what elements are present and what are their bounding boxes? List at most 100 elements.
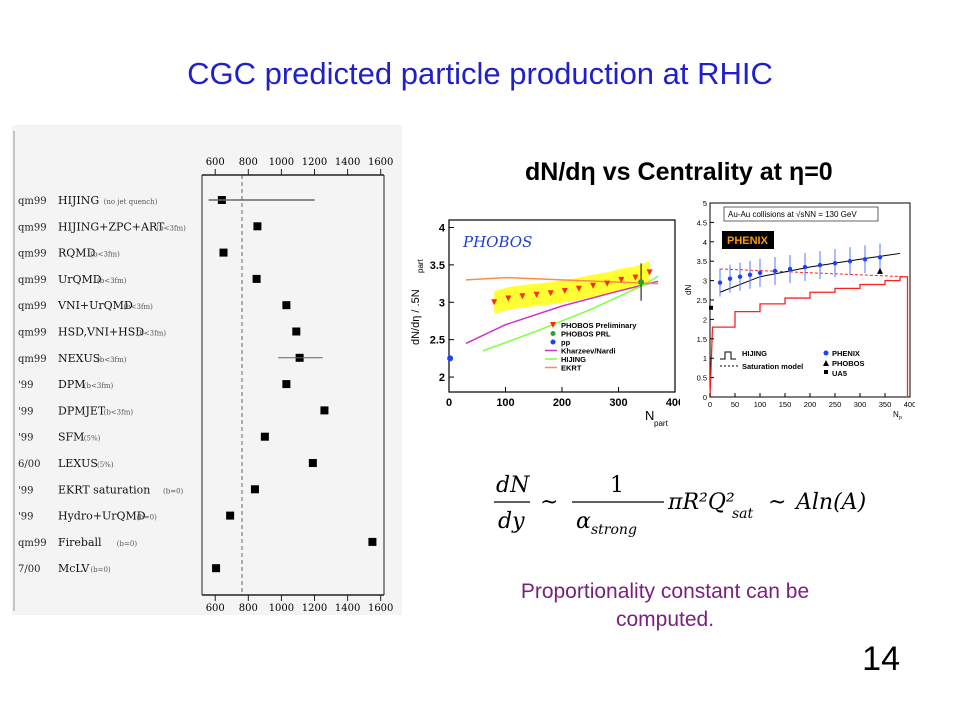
phobos-y-label-sub: part <box>416 258 425 273</box>
phenix-point <box>737 274 743 279</box>
row-model: McLV <box>58 562 90 575</box>
legend-label: UA5 <box>832 369 847 378</box>
y-tick-label: 1.5 <box>697 335 707 344</box>
y-tick-label: 2.5 <box>430 335 445 347</box>
legend-label: Kharzeev/Nardi <box>561 347 616 356</box>
ua5-point <box>709 305 713 310</box>
legend-label: EKRT <box>561 364 582 373</box>
phobos-preliminary-point <box>632 274 639 281</box>
phenix-point <box>817 262 823 268</box>
row-tag: qm99 <box>18 249 47 260</box>
x-tick-label: 300 <box>854 400 867 409</box>
row-note: (b<3fm) <box>90 251 120 259</box>
row-model: Hydro+UrQMD <box>58 510 146 523</box>
y-tick-label: 2 <box>703 315 707 324</box>
phenix-x-label: N <box>893 410 899 419</box>
formula-dn: dN <box>496 473 530 498</box>
row-note: (b<3fm) <box>137 330 167 338</box>
row-note: (b<3fm) <box>97 277 127 285</box>
row-note: (b<3fm) <box>97 356 127 364</box>
x-tick-label: 50 <box>731 400 739 409</box>
formula-sim-2: ~ <box>768 490 786 515</box>
bottom-tick-label: 600 <box>206 603 225 614</box>
legend-marker <box>550 339 556 345</box>
row-model: Fireball <box>58 536 102 549</box>
y-tick-label: 3.5 <box>697 257 707 266</box>
prediction-marker <box>212 564 221 573</box>
legend-marker <box>550 322 556 328</box>
top-tick-label: 1200 <box>302 157 327 168</box>
phenix-x-label-sub: p <box>899 415 902 420</box>
x-tick-label: 400 <box>904 400 915 409</box>
phenix-point <box>727 276 733 281</box>
row-tag: qm99 <box>18 328 47 339</box>
y-tick-label: 3 <box>439 297 445 309</box>
prediction-marker <box>226 511 235 520</box>
phenix-point <box>802 264 808 270</box>
phenix-point <box>862 257 868 262</box>
legend-label: HIJING <box>742 349 767 358</box>
formula-alpha: α <box>576 509 591 534</box>
formula-sim-1: ~ <box>540 490 558 515</box>
x-tick-label: 0 <box>708 400 712 409</box>
centrality-header: dN/dη vs Centrality at η=0 <box>525 158 833 186</box>
row-model: VNI+UrQMD <box>57 299 133 312</box>
row-model: SFM <box>58 431 84 444</box>
pp-point <box>447 355 454 362</box>
row-tag: qm99 <box>18 222 47 233</box>
y-tick-label: 3 <box>703 277 707 286</box>
y-tick-label: 4 <box>439 222 446 234</box>
row-note: (no jet quench) <box>104 198 158 206</box>
legend-marker <box>824 370 828 374</box>
legend-marker <box>550 331 556 336</box>
x-tick-label: 0 <box>446 397 452 409</box>
x-tick-label: 150 <box>779 400 792 409</box>
row-tag: 6/00 <box>18 459 40 470</box>
formula-one: 1 <box>610 473 624 498</box>
phenix-annotation: Au-Au collisions at √sNN = 130 GeV <box>728 210 857 219</box>
top-tick-label: 1000 <box>269 157 294 168</box>
top-tick-label: 600 <box>206 157 225 168</box>
row-tag: '99 <box>18 406 33 417</box>
phenix-point <box>717 280 723 285</box>
x-tick-label: 350 <box>879 400 892 409</box>
prediction-marker <box>320 406 329 415</box>
saturation-curve <box>719 252 901 293</box>
phobos-preliminary-point <box>575 285 582 292</box>
phenix-point <box>787 266 793 272</box>
y-tick-label: 0 <box>703 393 707 402</box>
x-tick-label: 100 <box>754 400 767 409</box>
saturation-formula: dN dy ~ 1 α strong πR²Q² sat ~ Aln(A) <box>494 473 866 538</box>
legend-label: PHOBOS <box>832 359 865 368</box>
legend-label: pp <box>561 338 571 347</box>
x-tick-label: 200 <box>804 400 817 409</box>
phenix-plot: 0 50 100 150 200 250 300 350 400 0 0.5 1 1.5 2 2.5 3 3.5… <box>680 195 915 420</box>
row-note: (b=0) <box>137 514 158 522</box>
prediction-marker <box>282 301 291 310</box>
phenix-point <box>877 255 883 260</box>
centrality-title: dN/dη vs Centrality at η=0 <box>525 158 833 186</box>
formula-dy: dy <box>498 509 525 534</box>
phobos-x-label-sub: part <box>654 419 669 428</box>
formula-alpha-sub: strong <box>591 522 637 538</box>
phobos-preliminary-point <box>646 269 653 276</box>
hijing-dashed <box>719 268 906 278</box>
row-model: UrQMD <box>58 273 102 286</box>
systematic-band <box>494 261 650 314</box>
formula-pi-r-q: πR²Q² <box>667 490 735 515</box>
phobos-preliminary-point <box>533 291 540 298</box>
row-note: (b<3fm) <box>156 224 186 232</box>
phobos-plot: 0 100 200 300 400 2 2.5 3 3.5 4 PHOBOS PHOBOS Pre… <box>405 195 680 435</box>
row-tag: qm99 <box>18 196 47 207</box>
legend-label: PHOBOS Preliminary <box>561 321 637 330</box>
x-tick-label: 250 <box>829 400 842 409</box>
legend-hist-marker <box>720 351 736 360</box>
y-tick-label: 1 <box>703 354 707 363</box>
prediction-marker <box>250 485 259 494</box>
model-curve <box>465 280 659 345</box>
row-model: NEXUS <box>58 352 100 365</box>
formula-sat-sub: sat <box>732 506 754 522</box>
phobos-preliminary-point <box>604 280 611 287</box>
x-tick-label: 300 <box>609 397 627 409</box>
row-note: (b=0) <box>117 540 138 548</box>
